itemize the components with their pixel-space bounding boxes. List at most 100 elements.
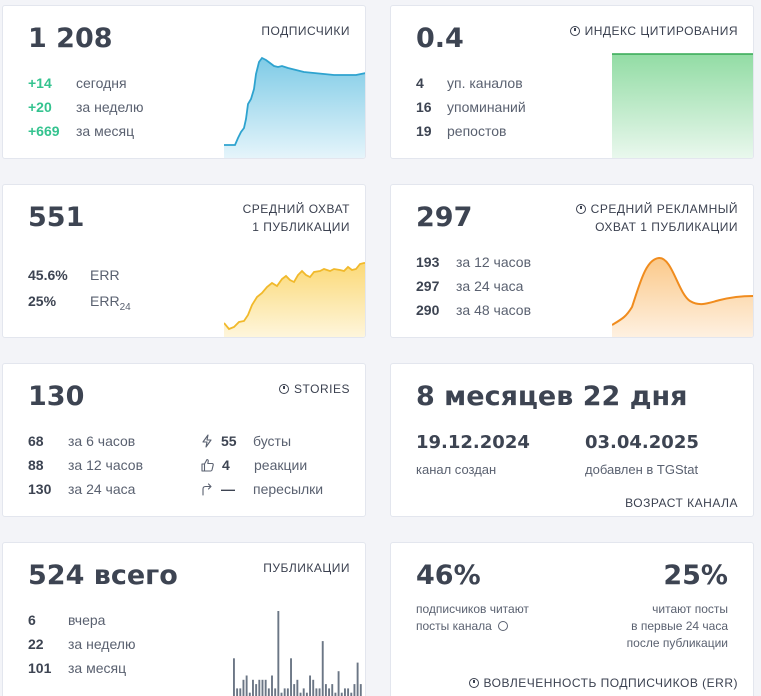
publication-bar xyxy=(356,662,359,696)
added-date: 03.04.2025 xyxy=(585,432,699,453)
info-icon[interactable] xyxy=(569,26,580,36)
stat-row: 297 за 24 часа xyxy=(416,278,524,294)
ad-reach-card[interactable]: 297 СРЕДНИЙ РЕКЛАМНЫЙ ОХВАТ 1 ПУБЛИКАЦИИ … xyxy=(390,184,754,338)
stat-row: 88 за 12 часов xyxy=(28,457,144,473)
stat-row: 22 за неделю xyxy=(28,636,136,652)
stories-card[interactable]: 130 STORIES 68 за 6 часов 88 за 12 часов 1… xyxy=(2,363,366,517)
publication-bar xyxy=(258,679,261,696)
publication-bar xyxy=(337,671,340,696)
stat-row: 101 за месяц xyxy=(28,660,127,676)
engagement-right-value: 25% xyxy=(663,560,728,591)
reach-card[interactable]: 551 СРЕДНИЙ ОХВАТ 1 ПУБЛИКАЦИИ 45.6% ERR 2… xyxy=(2,184,366,338)
citation-label: ИНДЕКС ЦИТИРОВАНИЯ xyxy=(569,22,738,40)
subscribers-card[interactable]: 1 208 ПОДПИСЧИКИ +14 сегодня +20 за неделю… xyxy=(2,5,366,159)
info-icon[interactable] xyxy=(279,384,290,394)
publication-bar xyxy=(280,692,283,696)
publication-bar xyxy=(264,679,267,696)
publication-bar xyxy=(248,692,251,696)
added-label: добавлен в TGStat xyxy=(585,462,699,477)
publication-bar xyxy=(267,688,270,696)
boosts-row: 55 бусты xyxy=(201,432,291,450)
info-icon[interactable] xyxy=(575,204,586,214)
publication-bar xyxy=(286,688,289,696)
thumbs-up-icon xyxy=(201,458,214,472)
subscribers-label: ПОДПИСЧИКИ xyxy=(261,24,350,38)
forwards-row: — пересылки xyxy=(201,480,323,498)
publication-bar xyxy=(261,679,264,696)
stat-row: +669 за месяц xyxy=(28,123,135,139)
publication-bar xyxy=(290,658,292,696)
stat-row: 4 уп. каналов xyxy=(416,75,523,91)
publication-bar xyxy=(239,688,242,696)
publication-bar xyxy=(274,688,277,696)
err-row: 45.6% ERR xyxy=(28,267,120,283)
stat-row: 130 за 24 часа xyxy=(28,481,136,497)
publication-bar xyxy=(353,684,356,696)
publication-bar xyxy=(312,679,315,696)
publication-bar xyxy=(350,692,353,696)
channel-age-value: 8 месяцев 22 дня xyxy=(416,381,688,412)
engagement-right-text: читают посты в первые 24 часа после публик… xyxy=(626,602,728,650)
info-icon[interactable] xyxy=(468,678,479,688)
publications-value: 524 всего xyxy=(28,560,178,591)
publication-bar xyxy=(255,684,258,696)
publication-bar xyxy=(293,684,296,696)
publication-bar xyxy=(305,692,308,696)
average-reach-value: 551 xyxy=(28,202,85,233)
reach-label: СРЕДНИЙ ОХВАТ 1 ПУБЛИКАЦИИ xyxy=(242,202,350,234)
publication-bar xyxy=(271,675,273,696)
subscribers-sparkline xyxy=(224,56,365,158)
created-label: канал создан xyxy=(416,462,497,477)
publication-bar xyxy=(324,684,327,696)
stat-row: 19 репостов xyxy=(416,123,507,139)
stat-row: 193 за 12 часов xyxy=(416,254,532,270)
share-arrow-icon xyxy=(202,483,212,496)
publication-bar xyxy=(321,641,324,696)
publication-bar xyxy=(245,675,248,696)
created-date: 19.12.2024 xyxy=(416,432,530,453)
publication-bar xyxy=(347,688,350,696)
ad-reach-label: СРЕДНИЙ РЕКЛАМНЫЙ ОХВАТ 1 ПУБЛИКАЦИИ xyxy=(575,200,738,236)
publication-bar xyxy=(318,688,321,696)
subscribers-count: 1 208 xyxy=(28,23,113,54)
citation-card[interactable]: 0.4 ИНДЕКС ЦИТИРОВАНИЯ 4 уп. каналов 16 уп… xyxy=(390,5,754,159)
publication-bar xyxy=(315,688,318,696)
publications-bar-chart xyxy=(233,611,362,696)
stat-row: 68 за 6 часов xyxy=(28,433,136,449)
publication-bar xyxy=(296,679,299,696)
channel-age-label: ВОЗРАСТ КАНАЛА xyxy=(625,496,738,510)
publications-card[interactable]: 524 всего ПУБЛИКАЦИИ 6 вчера 22 за неделю … xyxy=(2,542,366,696)
citation-index-value: 0.4 xyxy=(416,23,464,54)
reach-sparkline xyxy=(224,262,365,337)
stat-row: 6 вчера xyxy=(28,612,106,628)
publication-bar xyxy=(283,688,286,696)
stat-row: 290 за 48 часов xyxy=(416,302,532,318)
publication-bar xyxy=(328,688,331,696)
publication-bar xyxy=(343,688,346,696)
publication-bar xyxy=(252,679,254,696)
stat-row: +14 сегодня xyxy=(28,75,127,91)
publication-bar xyxy=(302,688,305,696)
stat-row: 16 упоминаний xyxy=(416,99,526,115)
lightning-icon xyxy=(202,434,212,448)
info-icon[interactable] xyxy=(498,621,509,631)
publication-bar xyxy=(331,684,334,696)
ad-reach-sparkline xyxy=(612,256,753,337)
engagement-label: ВОВЛЕЧЕННОСТЬ ПОДПИСЧИКОВ (ERR) xyxy=(468,674,738,692)
publication-bar xyxy=(233,658,235,696)
publication-bar xyxy=(359,684,362,696)
engagement-left-value: 46% xyxy=(416,560,481,591)
err24-row: 25% ERR24 xyxy=(28,293,131,313)
stories-value: 130 xyxy=(28,381,85,412)
publication-bar xyxy=(340,692,343,696)
publication-bar xyxy=(309,675,311,696)
channel-age-card[interactable]: 8 месяцев 22 дня 19.12.2024 канал создан… xyxy=(390,363,754,517)
stat-row: +20 за неделю xyxy=(28,99,144,115)
publication-bar xyxy=(236,688,239,696)
publication-bar xyxy=(334,692,337,696)
citation-sparkline xyxy=(612,53,753,158)
publications-label: ПУБЛИКАЦИИ xyxy=(263,561,350,575)
publication-bar xyxy=(299,692,302,696)
engagement-left-text: подписчиков читают посты канала xyxy=(416,602,529,633)
engagement-card[interactable]: 46% подписчиков читают посты канала 25% ч… xyxy=(390,542,754,696)
